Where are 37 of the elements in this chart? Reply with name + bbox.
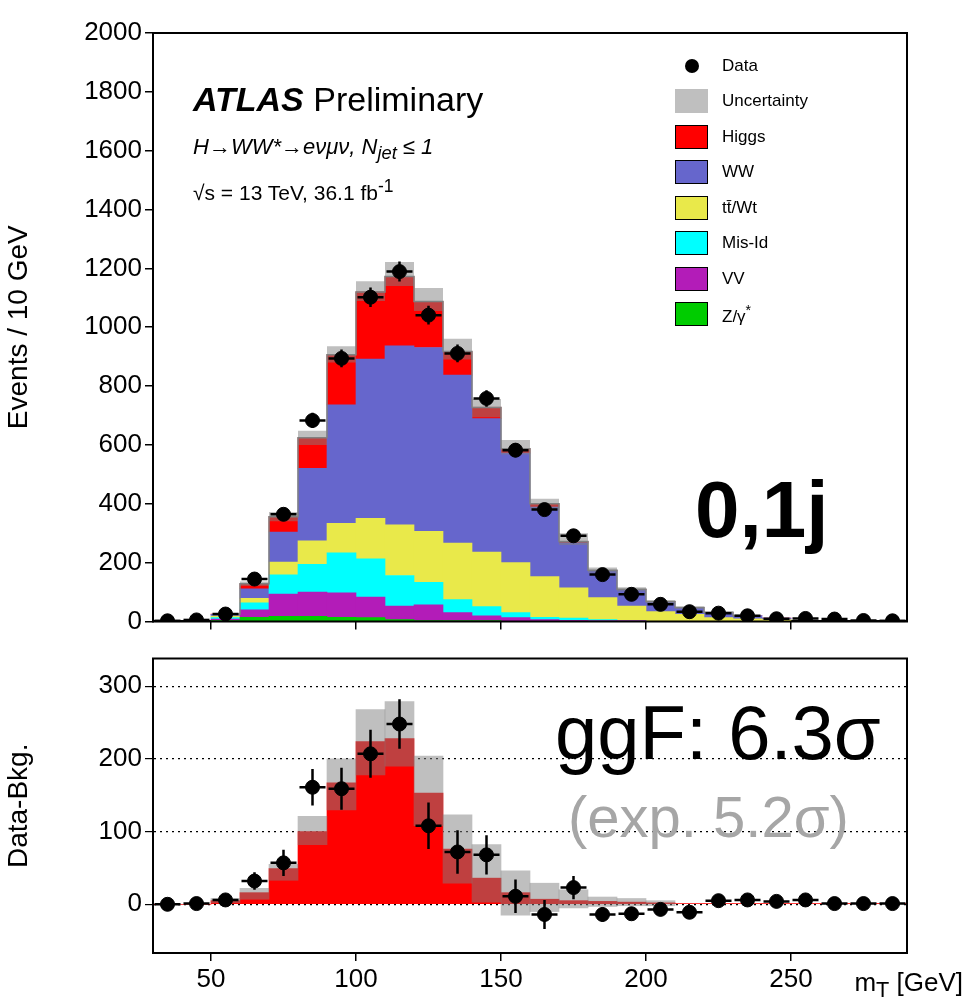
x-tick-label: 250 — [769, 962, 813, 993]
y-tick-label: 200 — [98, 742, 142, 773]
x-tick-label: 100 — [334, 962, 378, 993]
annotation: ggF: 6.3σ — [555, 690, 881, 775]
y-tick-label: 200 — [98, 545, 142, 576]
y-axis-title: Data-Bkg. — [1, 743, 33, 869]
legend-label: Uncertainty — [722, 91, 808, 112]
legend-label: tt̄/Wt — [722, 197, 757, 218]
y-tick-label: 800 — [98, 369, 142, 400]
x-tick-label: 50 — [196, 962, 226, 993]
legend-label: WW — [722, 162, 755, 183]
y-tick-label: 1400 — [84, 192, 142, 223]
y-tick-label: 2000 — [84, 16, 142, 47]
y-tick-label: 100 — [98, 814, 142, 845]
y-tick-label: 300 — [98, 669, 142, 700]
y-tick-label: 600 — [98, 428, 142, 459]
y-tick-label: 0 — [127, 604, 142, 635]
legend-label: Higgs — [722, 126, 766, 147]
legend-label: Mis-Id — [722, 233, 769, 254]
annotation: 0,1j — [695, 465, 829, 554]
y-tick-label: 1200 — [84, 251, 142, 282]
x-tick-label: 150 — [479, 962, 523, 993]
annotation: √s = 13 TeV, 36.1 fb$^{-1}$ — [193, 176, 394, 204]
y-tick-label: 1800 — [84, 75, 142, 106]
legend-label: VV — [722, 268, 745, 289]
y-tick-label: 0 — [127, 887, 142, 918]
annotation: H→WW*→eνμν, N$_{jet}$ ≤ 1 — [193, 134, 434, 164]
y-axis-title: Events / 10 GeV — [1, 224, 33, 430]
y-tick-label: 1000 — [84, 310, 142, 341]
y-tick-label: 400 — [98, 486, 142, 517]
annotation: ATLAS Preliminary — [193, 80, 484, 118]
x-axis-title: m$_{T}$ [GeV] — [854, 967, 963, 1003]
annotation: (exp. 5.2σ) — [568, 784, 849, 849]
x-tick-label: 200 — [624, 962, 668, 993]
legend-label: Data — [722, 55, 758, 76]
legend-label: Z/γ$^{*}$ — [722, 301, 752, 327]
y-tick-label: 1600 — [84, 133, 142, 164]
